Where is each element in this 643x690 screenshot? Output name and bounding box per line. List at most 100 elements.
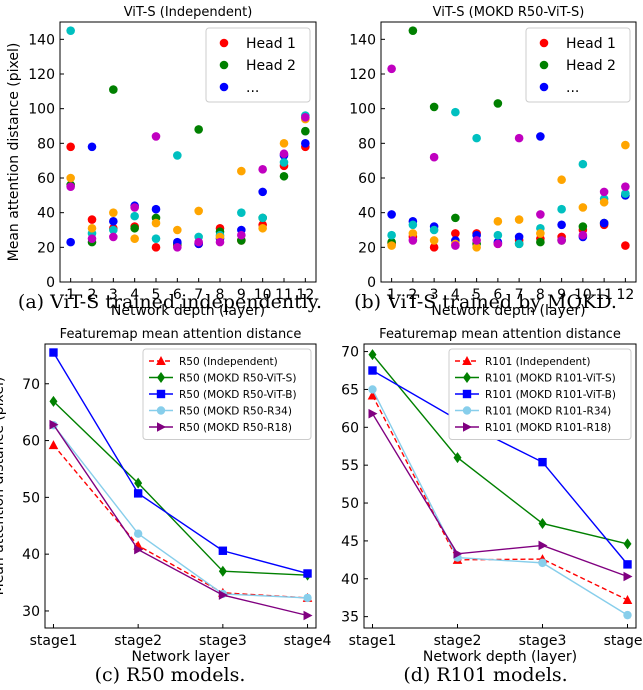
x-tick-label: 2 bbox=[408, 287, 417, 303]
legend-label: R50 (MOKD R50-ViT-B) bbox=[179, 389, 297, 401]
legend-marker bbox=[539, 82, 549, 92]
data-point bbox=[134, 544, 144, 555]
y-tick-label: 20 bbox=[358, 240, 376, 256]
data-point bbox=[408, 229, 418, 238]
chart-title: ViT-S (MOKD R50-ViT-S) bbox=[433, 5, 585, 20]
data-point bbox=[151, 132, 161, 141]
data-point bbox=[599, 187, 609, 197]
x-tick-label: 9 bbox=[237, 287, 246, 303]
data-point bbox=[538, 540, 548, 551]
series-line bbox=[52, 424, 308, 617]
data-point bbox=[623, 538, 632, 550]
data-point bbox=[258, 165, 267, 174]
x-axis-label: Network layer bbox=[131, 649, 229, 665]
data-point bbox=[66, 237, 75, 247]
y-tick-label: 100 bbox=[349, 102, 376, 118]
data-point bbox=[387, 210, 396, 219]
data-point bbox=[194, 237, 203, 247]
legend: R50 (Independent) R50 (MOKD R50-ViT-S) R50… bbox=[142, 348, 312, 440]
data-point bbox=[451, 107, 460, 117]
x-tick-label: 1 bbox=[387, 287, 396, 303]
y-axis-label: Mean attention distance (pixel) bbox=[6, 43, 22, 262]
data-point bbox=[429, 243, 439, 252]
data-point bbox=[472, 243, 481, 252]
data-point bbox=[514, 215, 524, 224]
legend-label: R101 (MOKD R101-R34) bbox=[485, 406, 611, 418]
x-tick-label: 8 bbox=[536, 287, 545, 303]
data-point bbox=[301, 126, 310, 136]
legend-label: Head 1 bbox=[246, 36, 296, 52]
caption-d: (d) R101 models. bbox=[403, 664, 568, 686]
data-point bbox=[133, 529, 143, 538]
data-point bbox=[49, 395, 58, 407]
legend-label: R50 (Independent) bbox=[179, 356, 278, 368]
data-point bbox=[387, 230, 396, 240]
x-axis-label: Network depth (layer) bbox=[431, 303, 585, 319]
data-point bbox=[258, 187, 267, 197]
x-tick-label: stage1 bbox=[30, 633, 78, 649]
x-tick-label: 5 bbox=[472, 287, 481, 303]
y-tick-label: 80 bbox=[37, 136, 55, 152]
caption-a: (a) ViT-S trained independently. bbox=[17, 291, 323, 313]
x-tick-label: stage3 bbox=[199, 633, 247, 649]
legend: Head 1 Head 2... bbox=[525, 27, 631, 103]
y-tick-label: 120 bbox=[28, 67, 55, 83]
legend-marker bbox=[219, 82, 229, 92]
data-point bbox=[151, 204, 161, 214]
x-tick-label: 6 bbox=[493, 287, 502, 303]
legend-marker bbox=[219, 38, 229, 48]
x-tick-label: 5 bbox=[152, 287, 161, 303]
data-point bbox=[463, 422, 472, 432]
data-point bbox=[151, 218, 161, 228]
data-point bbox=[621, 182, 630, 191]
data-point bbox=[237, 208, 246, 217]
chart-panel-b: ViT-S (MOKD R50-ViT-S) 0 20 40 60 80 100 120 140… bbox=[349, 5, 637, 319]
data-point bbox=[536, 237, 545, 247]
y-tick-label: 30 bbox=[22, 604, 40, 620]
y-tick-label: 50 bbox=[341, 496, 359, 512]
x-tick-label: stage1 bbox=[349, 633, 397, 649]
data-point bbox=[451, 229, 460, 238]
data-point bbox=[237, 230, 246, 240]
data-point bbox=[258, 223, 267, 233]
data-point bbox=[218, 546, 228, 555]
data-point bbox=[367, 390, 378, 400]
y-tick-label: 70 bbox=[22, 377, 40, 393]
data-point bbox=[408, 236, 418, 245]
data-point bbox=[623, 560, 632, 569]
data-point bbox=[130, 223, 139, 233]
legend: Head 1 Head 2... bbox=[205, 27, 311, 103]
data-point bbox=[514, 239, 524, 249]
data-point bbox=[493, 217, 503, 226]
legend-label: ... bbox=[566, 80, 579, 96]
y-tick-label: 60 bbox=[37, 171, 55, 187]
chart-panel-c: Featuremap mean attention distance 30 40 50… bbox=[0, 327, 332, 665]
x-tick-label: 9 bbox=[557, 287, 566, 303]
data-point bbox=[109, 85, 118, 94]
data-point bbox=[536, 132, 545, 141]
legend-label: R50 (MOKD R50-R18) bbox=[179, 422, 292, 434]
y-tick-label: 60 bbox=[358, 171, 376, 187]
data-point bbox=[472, 236, 481, 245]
data-point bbox=[621, 140, 630, 150]
plot-frame bbox=[363, 343, 637, 629]
data-point bbox=[578, 159, 588, 169]
data-point bbox=[463, 372, 471, 383]
data-point bbox=[462, 406, 472, 415]
data-point bbox=[66, 182, 75, 191]
plot-frame bbox=[380, 21, 637, 283]
data-point bbox=[258, 213, 267, 223]
x-tick-label: 2 bbox=[88, 287, 97, 303]
y-tick-label: 70 bbox=[341, 345, 359, 361]
data-point bbox=[218, 590, 228, 600]
x-tick-label: 11 bbox=[595, 287, 613, 303]
x-tick-label: 8 bbox=[216, 287, 225, 303]
series-line bbox=[371, 354, 628, 545]
legend-label: R101 (Independent) bbox=[485, 356, 590, 368]
data-point bbox=[156, 356, 166, 365]
data-point bbox=[429, 152, 439, 162]
data-point bbox=[130, 234, 139, 243]
y-axis-label: Mean attention distance (pixel) bbox=[0, 377, 7, 596]
y-tick-label: 45 bbox=[341, 534, 359, 550]
x-tick-label: 10 bbox=[574, 287, 592, 303]
